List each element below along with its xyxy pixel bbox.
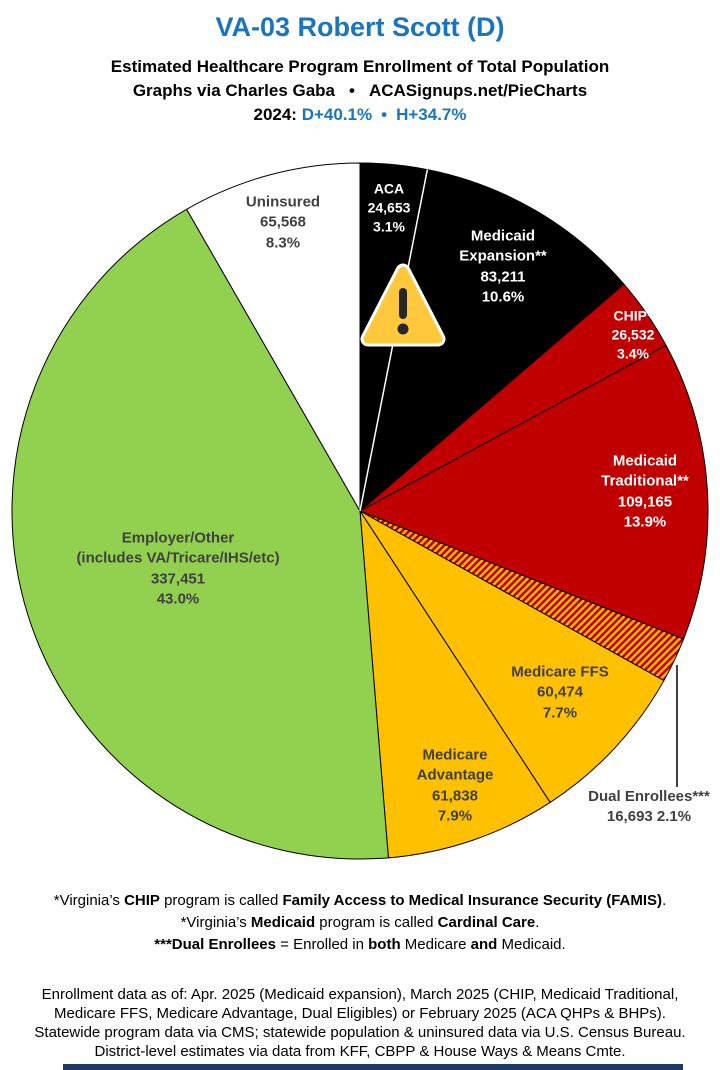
pie-slice-medicare-advantage — [359, 510, 551, 859]
d-margin-value: D+40.1% — [301, 105, 373, 124]
bottom-divider-bar — [63, 1064, 683, 1070]
pie-chart — [11, 162, 709, 860]
source-line: Enrollment data as of: Apr. 2025 (Medica… — [41, 986, 679, 1003]
pie-slice-medicaid-expansion — [359, 168, 625, 513]
byline-separator-dot: • — [349, 81, 355, 100]
year-label: 2024: — [253, 105, 297, 124]
margin-separator-dot: • — [381, 105, 388, 124]
byline-author: Graphs via Charles Gaba — [132, 81, 336, 100]
source-line: District-level estimates via data from K… — [94, 1043, 626, 1060]
source-line: Medicare FFS, Medicare Advantage, Dual E… — [54, 1005, 666, 1022]
pie-slices — [11, 162, 709, 860]
byline: Graphs via Charles Gaba • ACASignups.net/P… — [0, 81, 720, 101]
footnote-chip: *Virginia’s CHIP program is called Famil… — [53, 892, 667, 909]
pie-slice-employer-other — [11, 208, 389, 860]
footnote-medicaid: *Virginia’s Medicaid program is called C… — [180, 914, 540, 931]
footnote-dual-enrollees: ***Dual Enrollees = Enrolled in both Med… — [154, 936, 566, 953]
election-margins-line: 2024: D+40.1% • H+34.7% — [0, 105, 720, 125]
h-margin-value: H+34.7% — [396, 105, 467, 124]
warning-icon — [360, 263, 446, 347]
source-line: Statewide program data via CMS; statewid… — [34, 1024, 686, 1041]
byline-site: ACASignups.net/PieCharts — [368, 81, 588, 100]
footnotes: *Virginia’s CHIP program is called Famil… — [0, 890, 720, 956]
pie-slice-uninsured — [185, 162, 361, 513]
chart-subtitle: Estimated Healthcare Program Enrollment … — [110, 57, 610, 76]
data-source-block: Enrollment data as of: Apr. 2025 (Medica… — [0, 985, 720, 1061]
page-title: VA-03 Robert Scott (D) — [215, 12, 505, 42]
pie-slice-medicaid-traditional — [358, 344, 709, 640]
pie-slice-medicare-ffs — [359, 510, 665, 804]
